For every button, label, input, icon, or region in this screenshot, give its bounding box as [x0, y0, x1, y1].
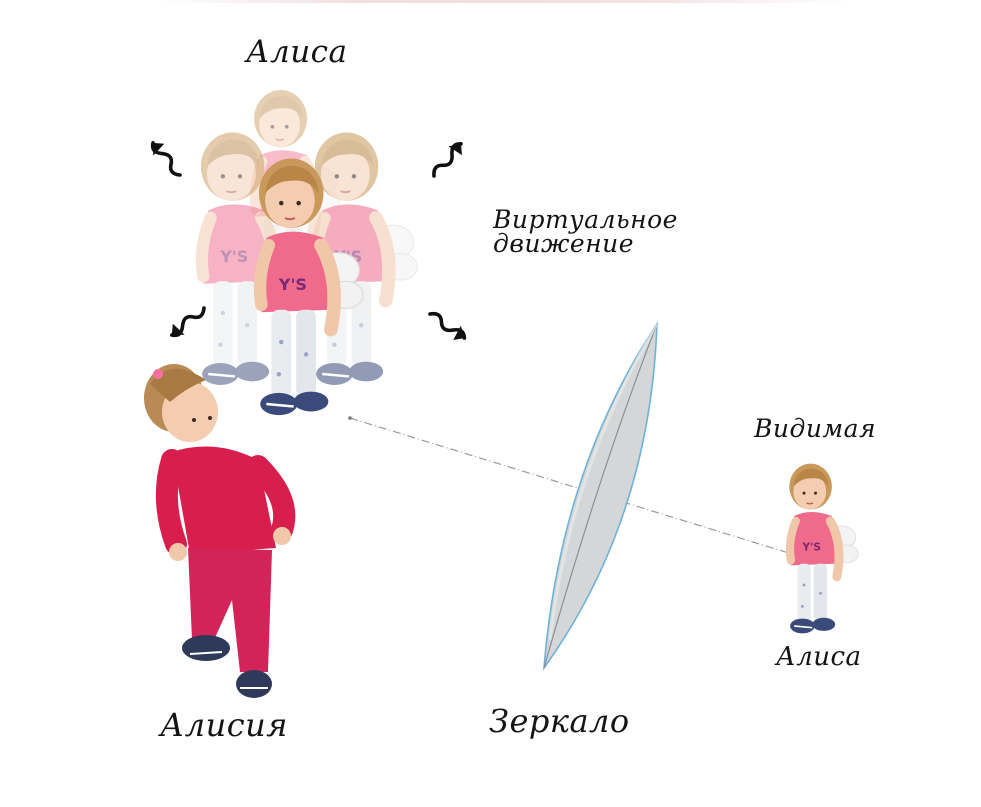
label-visible: Видимая: [754, 414, 877, 443]
sight-line-start: [348, 416, 352, 420]
wavy-arrow-icon: [426, 136, 469, 183]
label-virtual-line1: Виртуальное: [493, 205, 678, 234]
mirror: [542, 321, 659, 671]
label-mirror: Зеркало: [489, 702, 630, 740]
wavy-arrow-icon: [145, 135, 188, 182]
alisa-visible: [789, 464, 858, 634]
label-alisia: Алисия: [160, 706, 288, 744]
label-virtual-motion: Виртуальное движение: [493, 205, 678, 258]
label-alisa-top: Алиса: [246, 34, 348, 70]
wavy-arrow-icon: [164, 300, 211, 343]
label-alisa-right: Алиса: [776, 642, 862, 672]
top-band: [160, 0, 850, 3]
alisia: [144, 364, 296, 698]
label-virtual-line2: движение: [493, 229, 635, 258]
wavy-arrow-icon: [423, 305, 471, 347]
